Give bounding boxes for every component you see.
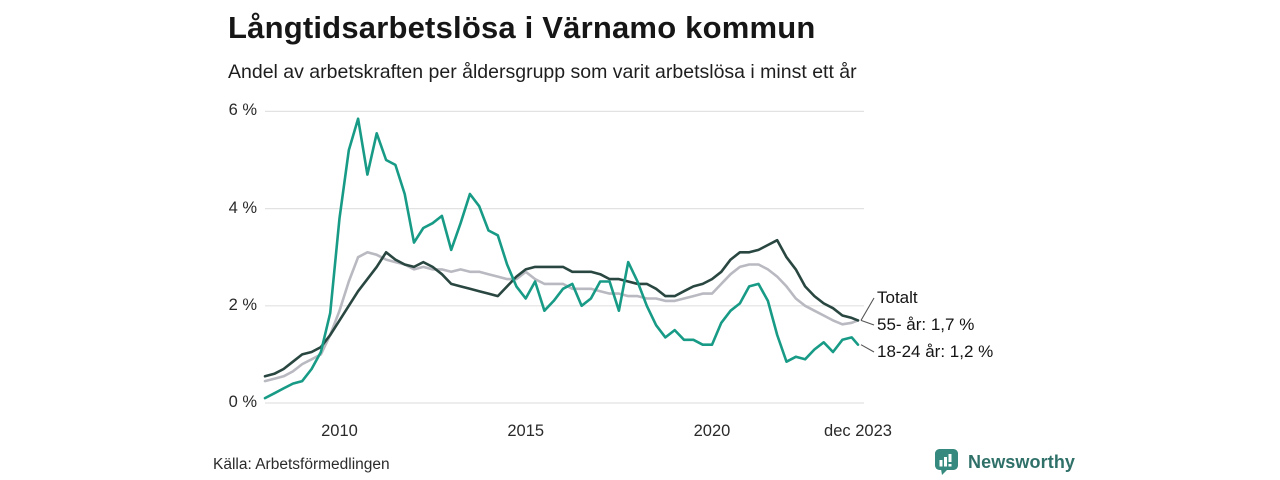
leader-line bbox=[860, 344, 875, 353]
x-tick-label: dec 2023 bbox=[824, 422, 892, 440]
end-label-55-ar: 55- år: 1,7 % bbox=[877, 315, 975, 334]
x-tick-label: 2010 bbox=[321, 422, 358, 440]
source-credit: Källa: Arbetsförmedlingen bbox=[213, 456, 390, 473]
chart-subtitle: Andel av arbetskraften per åldersgrupp s… bbox=[228, 61, 857, 83]
y-tick-label: 2 % bbox=[228, 295, 257, 314]
chart-title: Långtidsarbetslösa i Värnamo kommun bbox=[228, 10, 816, 45]
y-tick-label: 6 % bbox=[228, 101, 257, 120]
newsworthy-brand[interactable]: Newsworthy bbox=[934, 448, 1075, 476]
series-line-18-24-r bbox=[263, 117, 860, 400]
x-tick-label: 2020 bbox=[693, 422, 731, 440]
x-tick-label: 2015 bbox=[507, 422, 545, 440]
y-tick-label: 0 % bbox=[228, 393, 257, 411]
newsworthy-brand-text: Newsworthy bbox=[968, 451, 1076, 472]
series-line-totalt bbox=[263, 238, 860, 378]
end-label-totalt: Totalt bbox=[877, 288, 918, 307]
series-line-55-r bbox=[263, 251, 860, 383]
leader-line bbox=[860, 319, 875, 326]
y-tick-label: 4 % bbox=[228, 198, 257, 217]
newsworthy-logo-icon bbox=[935, 449, 958, 475]
leader-line bbox=[860, 297, 875, 321]
end-label-18-24-ar: 18-24 år: 1,2 % bbox=[877, 342, 994, 361]
